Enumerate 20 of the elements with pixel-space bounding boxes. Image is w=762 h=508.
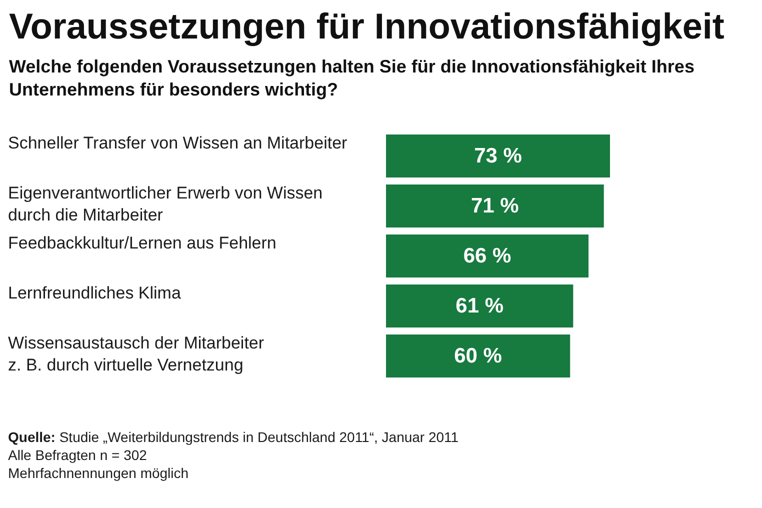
text: Mehrfachnennungen möglich [8, 465, 189, 481]
data-label: 60 % [454, 344, 502, 368]
bar [386, 134, 610, 178]
data-label: 61 % [456, 294, 504, 318]
y-tick-label: Feedbackkultur/Lernen aus Fehlern [8, 234, 276, 252]
bar [386, 184, 604, 228]
chart-subtitle: Welche folgenden Voraussetzungen halten Sie für die Innovationsfähigkeit Ihres Unternehmens für besonders wichtig? [9, 56, 694, 100]
data-label: 73 % [474, 144, 522, 168]
chart-title: Voraussetzungen für Innovationsfähigkeit [9, 6, 724, 46]
data-label: 71 % [470, 194, 520, 218]
source-note: Quelle: Studie „Weiterbildungstrends in Deutschland 2011“, Januar 2011 [8, 429, 459, 445]
bar [386, 284, 574, 328]
bar [386, 334, 570, 378]
y-tick-label: Schneller Transfer von Wissen an Mitarbeiter [8, 134, 348, 152]
data-label: 66 % [463, 244, 512, 268]
y-tick-label: Wissensaustausch der Mitarbeiter z. B. durch virtuelle Vernetzung [8, 334, 264, 374]
y-tick-label: Lernfreundliches Klima [8, 284, 182, 302]
y-tick-label: Eigenverantwortlicher Erwerb von Wissen durch die Mitarbeiter [8, 184, 323, 224]
text: Alle Befragten n = 302 [8, 447, 148, 463]
bar [386, 234, 589, 278]
